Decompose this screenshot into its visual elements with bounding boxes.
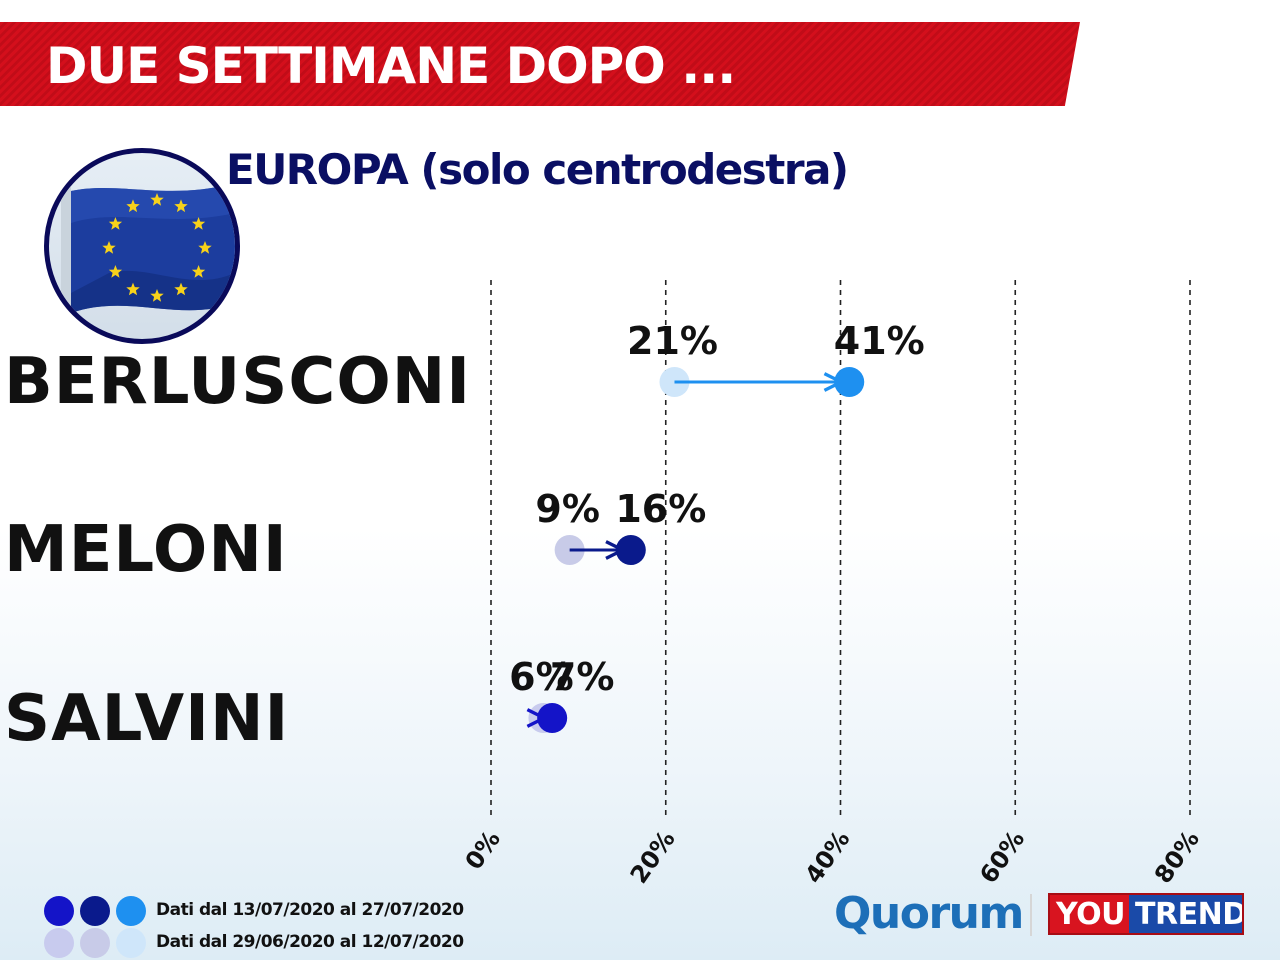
before-value-label: 6%: [509, 655, 574, 699]
youtrend-logo-you: YOU: [1056, 896, 1126, 932]
flag-star: [108, 265, 123, 278]
legend-swatch: [116, 896, 146, 926]
before-value-label: 9%: [535, 487, 600, 531]
youtrend-logo: YOU TREND: [1048, 893, 1244, 935]
after-point: [615, 535, 646, 565]
after-point: [537, 703, 568, 733]
x-tick-label: 40%: [800, 825, 856, 888]
flag-star: [191, 265, 206, 278]
after-value-label: 7%: [550, 655, 615, 699]
flag-star: [150, 289, 164, 302]
row-label-meloni: MELONI: [4, 513, 288, 587]
flag-star: [108, 217, 123, 230]
logo-divider: [1030, 894, 1032, 936]
before-value-label: 21%: [627, 319, 718, 363]
flag-star: [126, 199, 140, 213]
x-tick-label: 20%: [625, 825, 681, 888]
legend-swatch: [44, 896, 74, 926]
after-value-label: 41%: [834, 319, 925, 363]
x-tick-label: 0%: [460, 825, 506, 874]
after-value-label: 16%: [615, 487, 706, 531]
eu-flag-graphic: [61, 153, 235, 339]
legend-swatch: [116, 928, 146, 958]
legend-swatch: [80, 896, 110, 926]
flag-star: [191, 217, 206, 230]
row-label-salvini: SALVINI: [4, 682, 290, 756]
chart-title: EUROPA (solo centrodestra): [226, 145, 849, 194]
after-point: [834, 367, 865, 397]
legend-swatch: [44, 928, 74, 958]
legend-label: Dati dal 13/07/2020 al 27/07/2020: [156, 900, 464, 920]
x-tick-label: 60%: [974, 825, 1030, 888]
flag-star: [198, 241, 212, 254]
youtrend-logo-trend: TREND: [1129, 895, 1242, 933]
x-tick-label: 80%: [1149, 825, 1205, 888]
page-title: DUE SETTIMANE DOPO ...: [46, 37, 736, 95]
quorum-logo: Quorum: [834, 888, 1024, 939]
row-label-berlusconi: BERLUSCONI: [4, 345, 472, 419]
flag-star: [150, 193, 164, 206]
eu-flag-icon: [44, 148, 240, 344]
flag-star: [174, 199, 188, 213]
flag-star: [126, 282, 140, 296]
legend-label: Dati dal 29/06/2020 al 12/07/2020: [156, 932, 464, 952]
legend-swatch: [80, 928, 110, 958]
flag-star: [102, 241, 116, 254]
flag-star: [174, 282, 188, 296]
header-banner: [0, 22, 1080, 106]
